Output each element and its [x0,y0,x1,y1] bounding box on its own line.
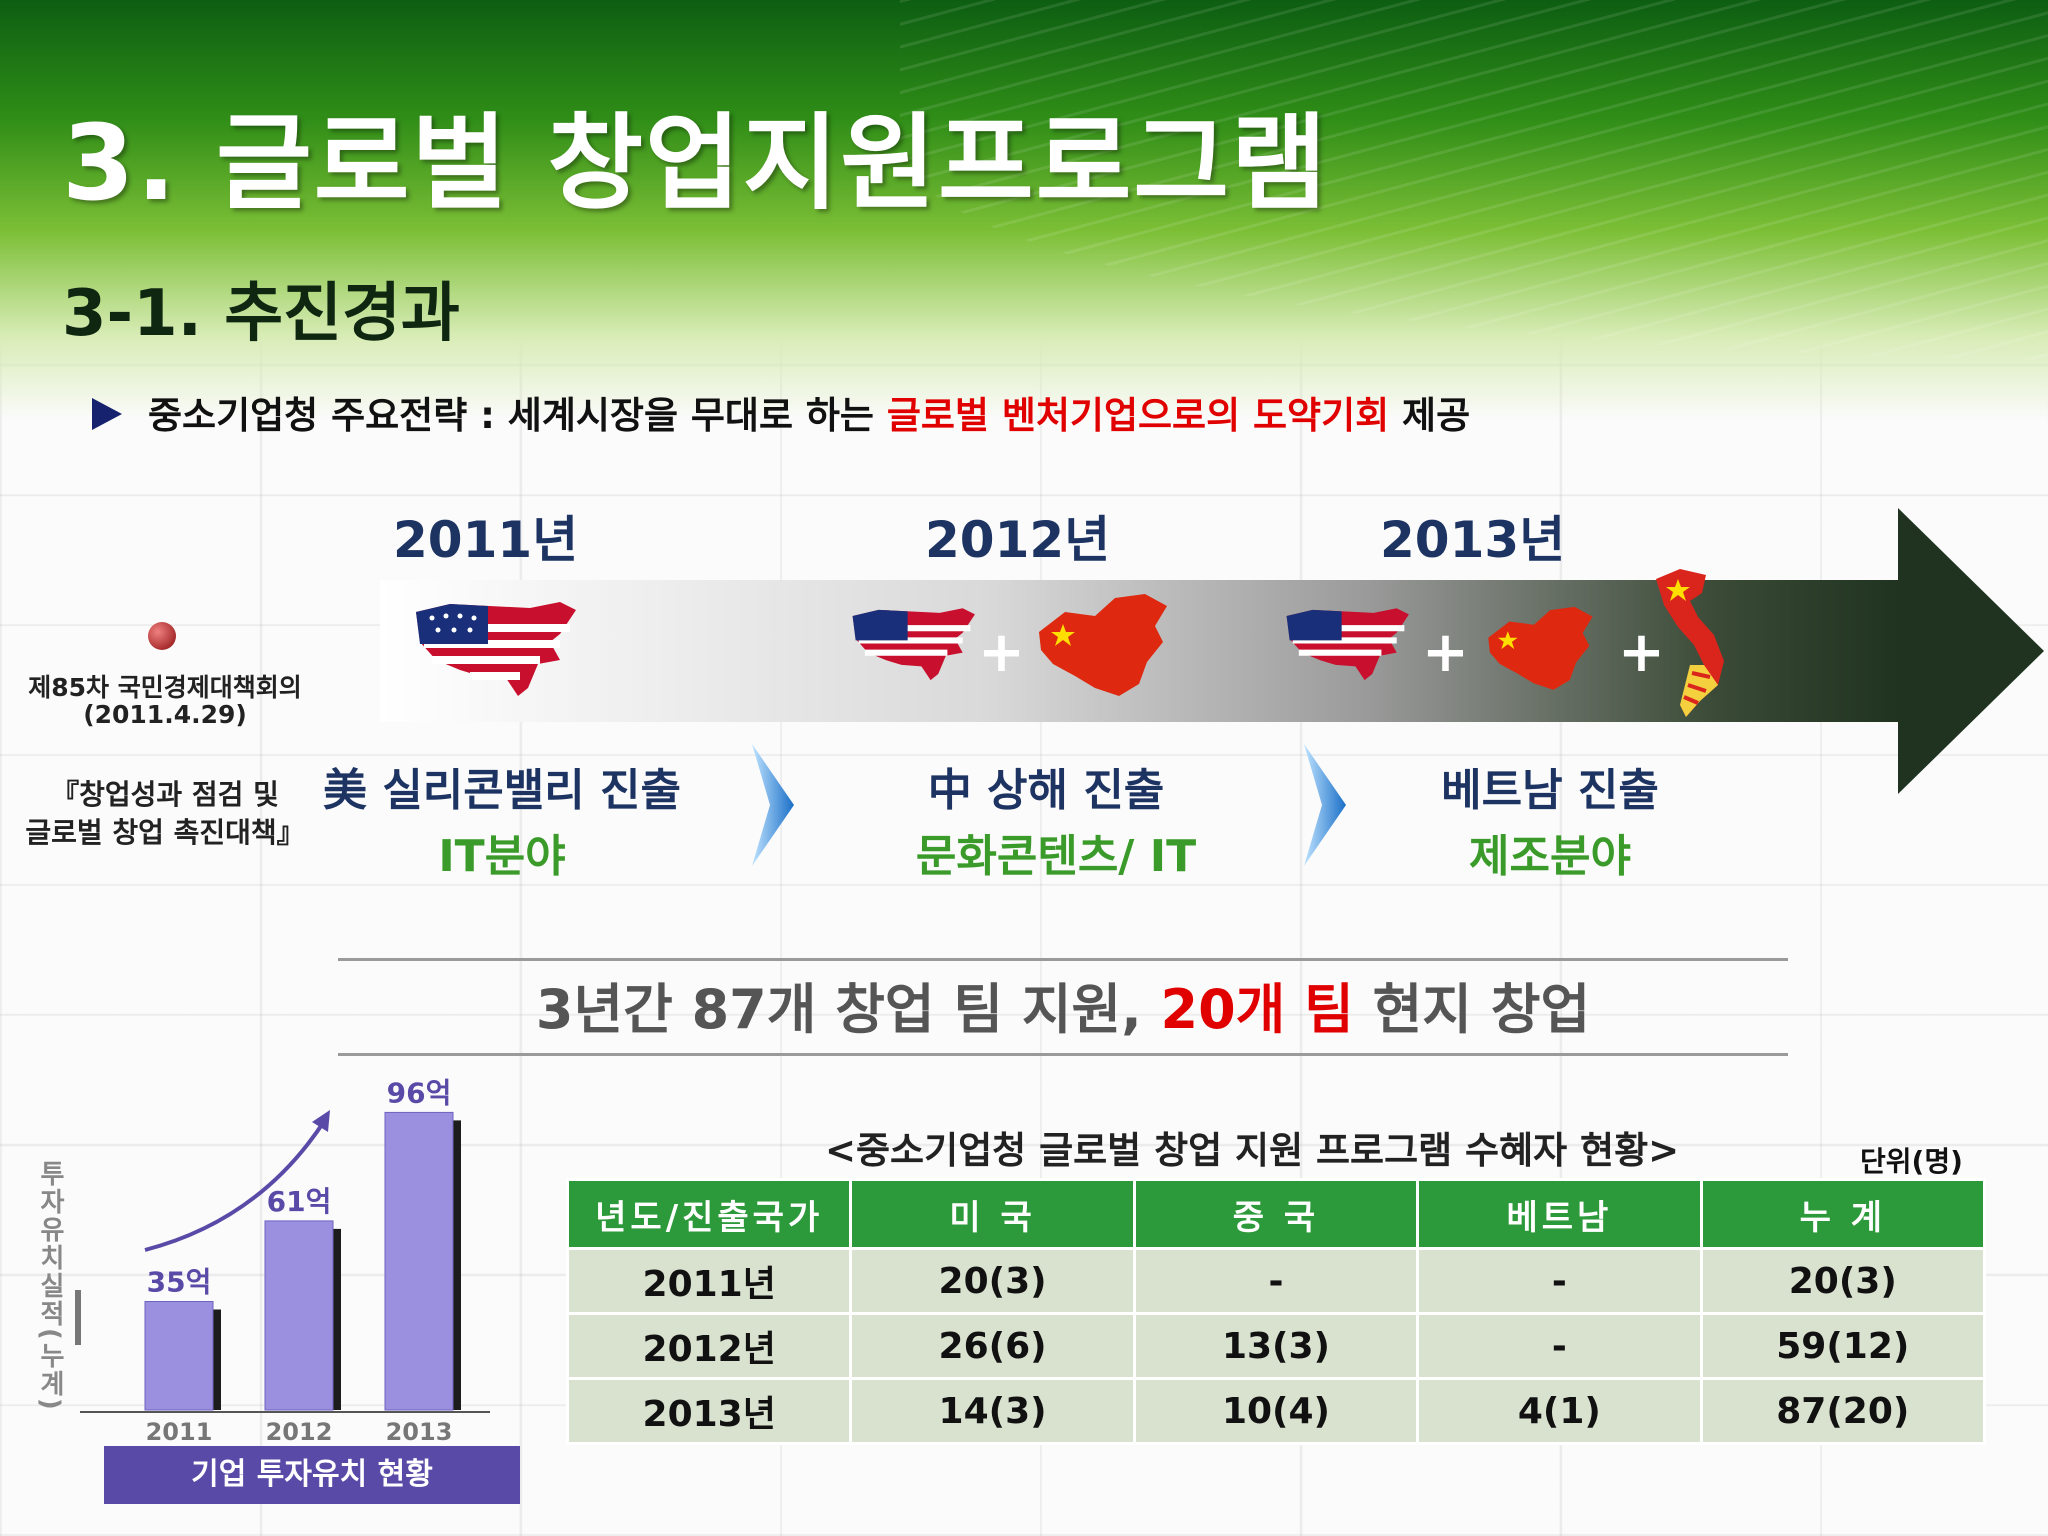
header-year-country: 년도/진출국가 [565,1178,853,1250]
bar-2013 [384,1111,454,1411]
usa-flag-map-icon [416,602,576,696]
table-cell: 2011년 [565,1247,853,1315]
summary-text: 3년간 87개 창업 팀 지원, 20개 팀 현지 창업 [338,965,1788,1044]
plan-line-2: 글로벌 창업 촉진대책』 [25,816,305,849]
header-vietnam: 베트남 [1416,1178,1703,1250]
section-subtitle: 3-1. 추진경과 [62,277,460,351]
usa-flag-map-icon-2013 [1286,608,1409,681]
plus-icon: + [978,620,1025,685]
china-flag-map-icon-2013 [1488,606,1593,690]
stage-field-2012: 문화콘텐츠/ IT [915,831,1197,882]
table-unit: 단위(명) [1860,1145,1963,1178]
year-2013: 2013년 [1380,511,1566,569]
chevron-right-icon [752,744,794,866]
beneficiary-table: 년도/진출국가 미 국 중 국 베트남 누 계 2011년 20(3) - - … [565,1178,1987,1445]
header-total: 누 계 [1699,1178,1987,1250]
table-cell: 87(20) [1699,1377,1987,1445]
strategy-suffix: 제공 [1389,394,1471,437]
tick-label-2013: 2013 [386,1418,453,1446]
table-cell: 20(3) [1699,1247,1987,1315]
page-title: 3. 글로벌 창업지원프로그램 [62,102,1329,224]
table-header-row: 년도/진출국가 미 국 중 국 베트남 누 계 [565,1178,1987,1250]
data-label-2013: 96억 [387,1076,452,1109]
year-2011: 2011년 [393,511,579,569]
stage-name-2011: 美 실리콘밸리 진출 [323,765,681,816]
stage-name-2012: 中 상해 진출 [927,765,1165,816]
table-row: 2013년 14(3) 10(4) 4(1) 87(20) [565,1377,1987,1445]
chevron-right-icon [1304,744,1346,866]
plus-icon: + [1422,620,1469,685]
header-china: 중 국 [1132,1178,1420,1250]
table-cell: 14(3) [849,1377,1136,1445]
y-axis-label: 투자유치실적(누계) [35,1160,65,1412]
table-cell: 2012년 [565,1312,853,1380]
china-flag-map-icon [1039,594,1167,696]
header-band [0,0,2048,420]
table-row: 2011년 20(3) - - 20(3) [565,1247,1987,1315]
trend-arrowhead-icon [312,1110,330,1132]
table-cell: 4(1) [1416,1377,1703,1445]
header-usa: 미 국 [849,1178,1136,1250]
summary-rule-bottom [338,1053,1788,1056]
table-cell: - [1416,1247,1703,1315]
summary-highlight: 20개 팀 [1160,978,1354,1041]
timeline-arrow-head [1898,508,2044,794]
investment-bar-chart: 투자유치실적(누계) 35억 2011 61억 2012 96억 2013 [35,1076,490,1446]
y-axis-marker [75,1290,81,1345]
meeting-plan: 『창업성과 점검 및 글로벌 창업 촉진대책』 [0,776,330,852]
table-cell: 13(3) [1132,1312,1420,1380]
data-label-2012: 61억 [267,1185,332,1218]
table-cell: 26(6) [849,1312,1136,1380]
strategy-line: 중소기업청 주요전략 : 세계시장을 무대로 하는 글로벌 벤처기업으로의 도약… [92,385,1470,439]
summary-rule-top [338,958,1788,961]
strategy-highlight: 글로벌 벤처기업으로의 도약기회 [886,394,1390,437]
stage-field-2013: 제조분야 [1469,831,1631,882]
plus-icon: + [1618,620,1665,685]
bar-2011 [144,1301,214,1411]
table-cell: 10(4) [1132,1377,1420,1445]
table-caption: <중소기업청 글로벌 창업 지원 프로그램 수혜자 현황> [825,1129,1680,1172]
plan-line-1: 『창업성과 점검 및 [51,778,279,811]
usa-flag-map-icon-2012 [852,608,975,681]
vietnam-flag-map-icon [1656,569,1724,717]
bar-2012 [264,1220,334,1411]
year-2012: 2012년 [925,511,1111,569]
bullet-triangle-icon [92,398,122,430]
meeting-date: (2011.4.29) [83,700,247,729]
summary-part2: 현지 창업 [1353,978,1591,1041]
table-cell: 59(12) [1699,1312,1987,1380]
tick-label-2011: 2011 [146,1418,213,1446]
tick-label-2012: 2012 [266,1418,333,1446]
table-cell: 20(3) [849,1247,1136,1315]
table-cell: - [1132,1247,1420,1315]
chart-title: 기업 투자유치 현황 [104,1446,520,1504]
meeting-name: 제85차 국민경제대책회의 [28,673,302,702]
table-cell: 2013년 [565,1377,853,1445]
trend-arrow-icon [144,1118,327,1252]
meeting-bullet-icon [148,622,176,650]
summary-part1: 3년간 87개 창업 팀 지원, [535,978,1161,1041]
table-cell: - [1416,1312,1703,1380]
data-label-2011: 35억 [147,1266,212,1299]
stage-name-2013: 베트남 진출 [1441,765,1659,816]
stage-field-2011: IT분야 [438,831,566,882]
table-row: 2012년 26(6) 13(3) - 59(12) [565,1312,1987,1380]
strategy-prefix: 중소기업청 주요전략 : 세계시장을 무대로 하는 [148,394,887,437]
